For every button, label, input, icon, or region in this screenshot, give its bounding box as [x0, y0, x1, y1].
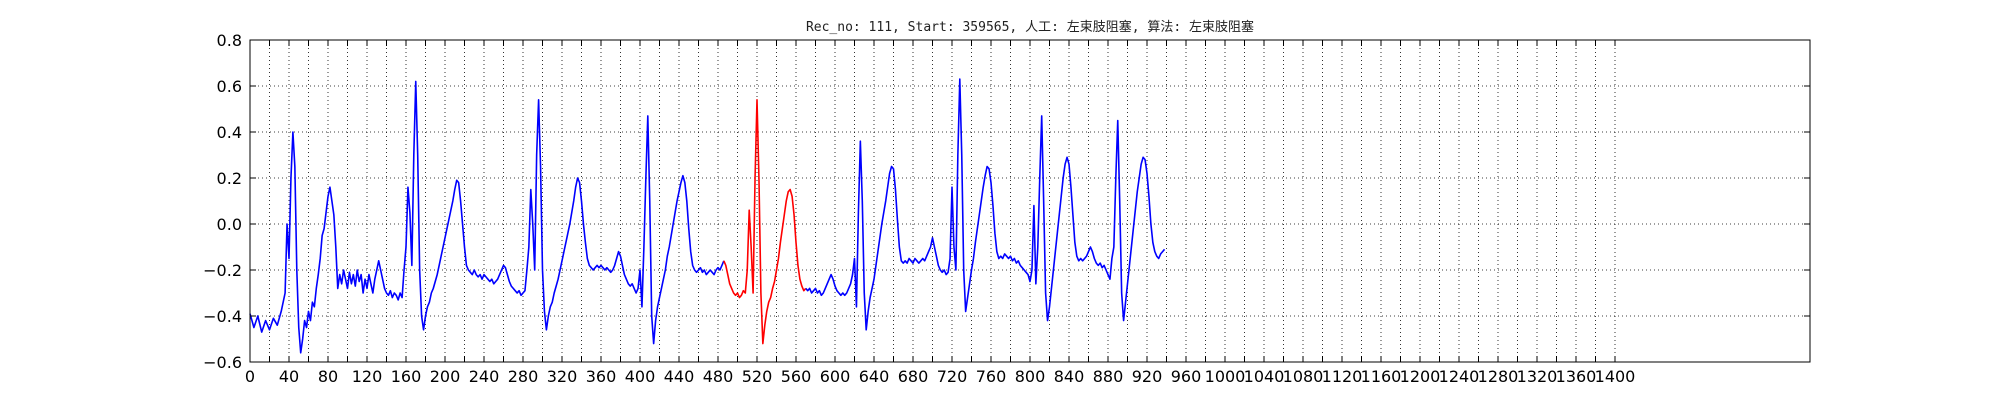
y-axis-ticks: −0.6 −0.4 −0.2 0.0 0.2 0.4 0.6 0.8: [203, 31, 1810, 372]
y-tick-label: 0.2: [217, 169, 242, 188]
y-tick-label: 0.6: [217, 77, 242, 96]
series-line-1: [723, 99, 807, 345]
x-tick-label: 1080: [1283, 367, 1324, 386]
series-layer: [249, 78, 1166, 354]
y-tick-label: −0.6: [203, 353, 242, 372]
x-tick-label: 200: [430, 367, 461, 386]
x-tick-label: 360: [586, 367, 617, 386]
x-tick-label: 1320: [1517, 367, 1558, 386]
x-tick-label: 400: [625, 367, 656, 386]
x-tick-label: 720: [937, 367, 968, 386]
x-tick-label: 920: [1132, 367, 1163, 386]
x-tick-label: 760: [976, 367, 1007, 386]
y-tick-label: 0.4: [217, 123, 242, 142]
x-tick-label: 240: [469, 367, 500, 386]
x-tick-label: 1360: [1556, 367, 1597, 386]
x-axis-ticks: 0 40 80 120 160 200 240 280 320 360 400 440 480 520 56…: [245, 40, 1635, 386]
x-tick-label: 1000: [1205, 367, 1246, 386]
x-tick-label: 0: [245, 367, 255, 386]
x-tick-label: 520: [742, 367, 773, 386]
x-tick-label: 840: [1054, 367, 1085, 386]
x-tick-label: 960: [1171, 367, 1202, 386]
series-line-0: [249, 80, 725, 354]
x-tick-label: 1040: [1244, 367, 1285, 386]
x-tick-label: 800: [1015, 367, 1046, 386]
x-tick-label: 280: [508, 367, 539, 386]
x-tick-label: 440: [664, 367, 695, 386]
x-tick-label: 1240: [1439, 367, 1480, 386]
grid-lines: [250, 39, 1810, 363]
x-tick-label: 80: [318, 367, 338, 386]
x-tick-label: 1280: [1478, 367, 1519, 386]
y-tick-label: 0.0: [217, 215, 242, 234]
y-tick-label: −0.4: [203, 307, 242, 326]
y-tick-label: 0.8: [217, 31, 242, 50]
x-tick-label: 560: [781, 367, 812, 386]
x-tick-label: 1160: [1361, 367, 1402, 386]
x-tick-label: 880: [1093, 367, 1124, 386]
chart-title: Rec_no: 111, Start: 359565, 人工: 左束肢阻塞, 算…: [806, 19, 1254, 35]
x-tick-label: 480: [703, 367, 734, 386]
x-tick-label: 120: [352, 367, 383, 386]
x-tick-label: 320: [547, 367, 578, 386]
x-tick-label: 600: [820, 367, 851, 386]
y-tick-label: −0.2: [203, 261, 242, 280]
x-tick-label: 680: [898, 367, 929, 386]
series-line-2: [805, 78, 1166, 331]
x-tick-label: 1200: [1400, 367, 1441, 386]
x-tick-label: 1400: [1595, 367, 1636, 386]
x-tick-label: 160: [391, 367, 422, 386]
x-tick-label: 1120: [1322, 367, 1363, 386]
x-tick-label: 640: [859, 367, 890, 386]
x-tick-label: 40: [279, 367, 299, 386]
